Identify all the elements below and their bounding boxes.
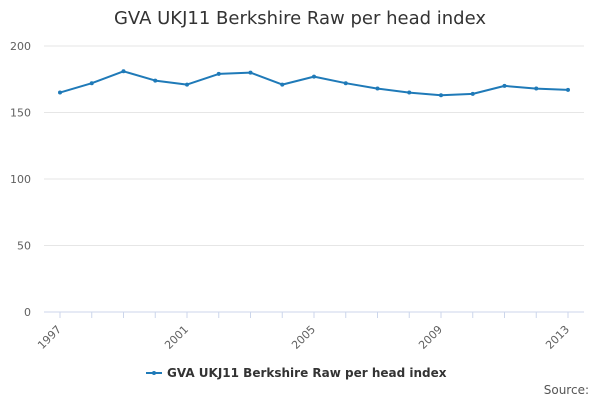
data-point <box>502 83 507 88</box>
legend[interactable]: GVA UKJ11 Berkshire Raw per head index <box>146 366 447 380</box>
x-tick-label: 1997 <box>35 323 64 352</box>
chart-title: GVA UKJ11 Berkshire Raw per head index <box>114 8 486 29</box>
grid <box>44 45 584 318</box>
data-point <box>439 93 443 98</box>
legend-label: GVA UKJ11 Berkshire Raw per head index <box>167 366 447 380</box>
data-point <box>343 81 348 86</box>
y-axis-tick-labels: 0 50 100 150 200 <box>10 40 31 319</box>
data-point <box>375 86 380 91</box>
data-point <box>121 69 126 74</box>
data-point <box>280 82 285 87</box>
data-point <box>153 78 158 83</box>
y-tick-label: 150 <box>10 107 31 120</box>
data-point <box>566 87 570 92</box>
y-tick-label: 200 <box>10 40 31 53</box>
legend-marker-symbol <box>152 371 156 375</box>
x-tick-label: 2009 <box>416 323 445 352</box>
y-tick-label: 100 <box>10 173 31 186</box>
x-tick-label: 2005 <box>289 323 318 352</box>
data-point <box>248 70 253 75</box>
y-tick-label: 0 <box>24 306 31 319</box>
data-point <box>216 71 221 76</box>
data-point <box>534 86 539 91</box>
x-tick-label: 2001 <box>162 323 191 352</box>
x-axis-tick-labels: 1997 2001 2005 2009 2013 <box>35 323 572 352</box>
x-tick-label: 2013 <box>543 323 572 352</box>
data-point <box>470 91 475 96</box>
data-point <box>58 90 62 95</box>
series-group <box>58 69 570 98</box>
data-point <box>89 81 94 86</box>
source-credit[interactable]: Source: <box>544 383 589 397</box>
y-tick-label: 50 <box>17 240 31 253</box>
data-point <box>407 90 412 95</box>
data-point <box>312 74 316 79</box>
data-point <box>185 82 189 87</box>
